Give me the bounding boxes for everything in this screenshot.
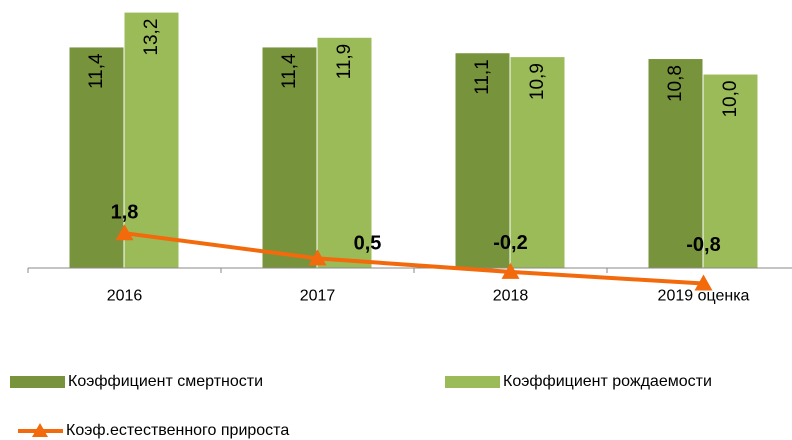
line-marker — [115, 224, 134, 241]
line-marker — [308, 249, 327, 266]
x-tick-label: 2017 — [300, 287, 336, 304]
bar-label: 11,1 — [472, 59, 493, 95]
bar — [317, 37, 372, 269]
legend-marker — [32, 423, 48, 437]
line-marker — [694, 274, 713, 291]
line-label: -0,2 — [493, 232, 527, 254]
bar-label: 10,0 — [720, 81, 741, 118]
bar-label: 11,4 — [279, 53, 300, 89]
x-tick-label: 2019 оценка — [658, 287, 750, 304]
bar — [124, 12, 179, 269]
bar — [703, 74, 758, 269]
legend-label: Коэф.естественного прироста — [66, 422, 289, 439]
line-label: 1,8 — [111, 201, 139, 223]
bar-label: 10,9 — [527, 63, 548, 100]
line-series — [124, 231, 704, 286]
bar — [69, 47, 124, 269]
line-label: -0,8 — [686, 234, 720, 256]
bar-label: 11,4 — [86, 53, 107, 89]
legend-label: Коэффициент рождаемости — [503, 373, 712, 390]
line-label: 0,5 — [354, 233, 382, 255]
bar-label: 13,2 — [141, 19, 162, 56]
legend-label: Коэффициент смертности — [68, 373, 263, 390]
line-marker — [501, 262, 520, 279]
x-tick-label: 2016 — [107, 287, 143, 304]
legend-swatch — [445, 376, 500, 388]
bar — [262, 47, 317, 269]
bar — [510, 57, 565, 269]
bar-label: 10,8 — [665, 65, 686, 102]
bar-label: 11,9 — [334, 44, 355, 80]
x-tick-label: 2018 — [493, 287, 529, 304]
legend-swatch — [10, 376, 65, 388]
bar — [648, 59, 703, 269]
bar — [455, 53, 510, 269]
